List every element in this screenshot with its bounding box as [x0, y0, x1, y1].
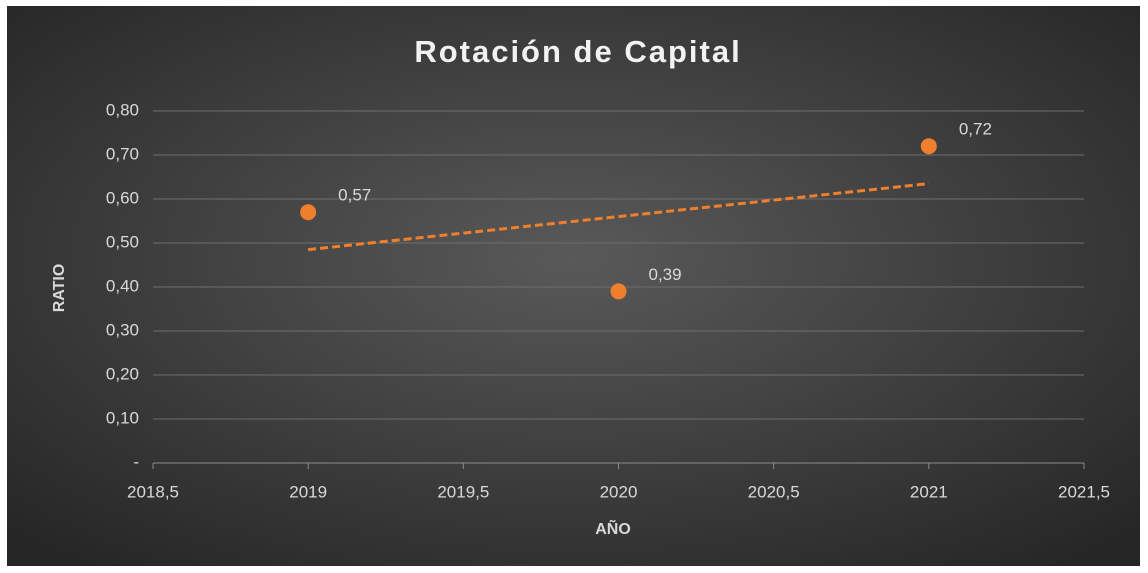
x-tick-label: 2020,5	[748, 482, 800, 501]
y-tick-label: 0,20	[106, 364, 139, 383]
x-tick-label: 2021,5	[1058, 482, 1110, 501]
point	[300, 204, 317, 221]
y-tick-label: 0,30	[106, 320, 139, 339]
y-tick-label: 0,60	[106, 188, 139, 207]
data-label: 0,39	[649, 265, 682, 284]
y-tick-label: 0,10	[106, 408, 139, 427]
chart-background	[7, 6, 1140, 566]
data-label: 0,57	[338, 186, 371, 205]
x-tick-label: 2019	[289, 482, 327, 501]
y-tick-label: 0,40	[106, 276, 139, 295]
trendline	[308, 182, 929, 252]
x-tick-label: 2019,5	[437, 482, 489, 501]
x-axis-title: AÑO	[595, 518, 631, 538]
y-tick-label: 0,70	[106, 144, 139, 163]
y-tick-label: 0,80	[106, 100, 139, 119]
x-tick-label: 2020	[600, 482, 638, 501]
point	[610, 283, 627, 300]
data-label: 0,72	[959, 120, 992, 139]
point	[920, 138, 937, 155]
chart-title: Rotación de Capital	[414, 34, 741, 69]
y-axis-title: RATIO	[51, 264, 68, 313]
y-tick-label: 0,50	[106, 232, 139, 251]
x-tick-label: 2021	[910, 482, 948, 501]
x-tick-label: 2018,5	[127, 482, 179, 501]
y-tick-label: -	[133, 452, 139, 471]
